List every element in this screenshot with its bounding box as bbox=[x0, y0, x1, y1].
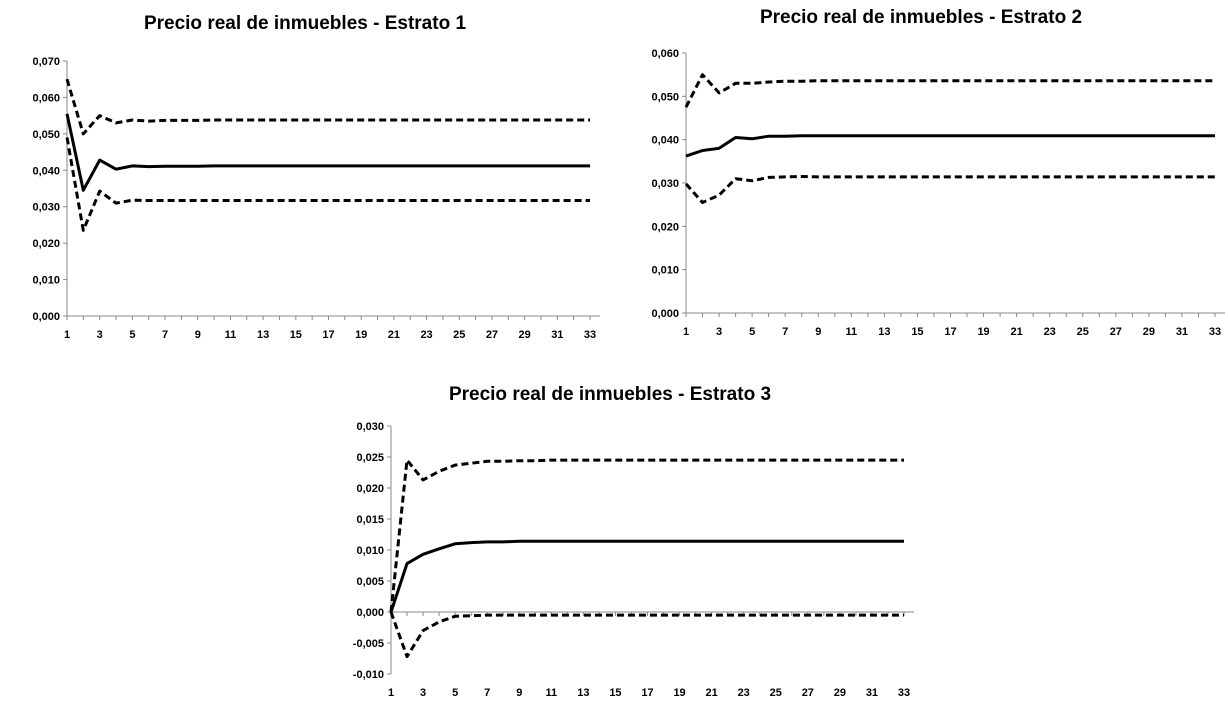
chart-title: Precio real de inmuebles - Estrato 2 bbox=[759, 7, 1083, 28]
x-tick-label: 17 bbox=[641, 687, 653, 699]
y-tick-label: 0,060 bbox=[32, 92, 60, 104]
x-tick-label: 29 bbox=[834, 687, 846, 699]
y-tick-label: 0,020 bbox=[651, 221, 679, 233]
x-tick-label: 5 bbox=[129, 329, 135, 341]
x-tick-label: 9 bbox=[195, 329, 201, 341]
x-tick-label: 5 bbox=[452, 687, 458, 699]
x-tick-label: 7 bbox=[162, 329, 168, 341]
chart-panel-estrato-3: Precio real de inmuebles - Estrato 3 -0,… bbox=[300, 360, 920, 709]
x-tick-label: 21 bbox=[1011, 326, 1023, 338]
chart-panel-estrato-2: Precio real de inmuebles - Estrato 2 0,0… bbox=[614, 0, 1228, 360]
series-line-band-1 bbox=[684, 73, 1215, 108]
x-tick-label: 5 bbox=[749, 326, 755, 338]
series-line-central bbox=[389, 539, 904, 613]
x-tick-label: 29 bbox=[519, 329, 531, 341]
x-tick-label: 1 bbox=[683, 326, 689, 338]
x-tick-label: 7 bbox=[484, 687, 490, 699]
chart-title: Precio real de inmuebles - Estrato 1 bbox=[143, 13, 467, 34]
y-tick-label: 0,030 bbox=[32, 202, 60, 214]
x-tick-label: 9 bbox=[516, 687, 522, 699]
x-tick-label: 19 bbox=[977, 326, 989, 338]
x-tick-label: 31 bbox=[551, 329, 563, 341]
x-tick-label: 11 bbox=[845, 326, 857, 338]
series-line-band-1 bbox=[389, 458, 904, 613]
y-tick-label: 0,020 bbox=[32, 238, 60, 250]
series-line-band-2 bbox=[65, 137, 590, 232]
x-tick-label: 17 bbox=[322, 329, 334, 341]
x-tick-label: 21 bbox=[388, 329, 400, 341]
series-line-central bbox=[685, 134, 1215, 158]
y-tick-label: 0,050 bbox=[651, 91, 679, 103]
series-line-band-2 bbox=[389, 611, 904, 659]
y-tick-label: 0,000 bbox=[32, 311, 60, 323]
x-tick-label: 23 bbox=[1044, 326, 1056, 338]
y-tick-label: 0,050 bbox=[32, 129, 60, 141]
y-tick-label: 0,005 bbox=[356, 576, 384, 588]
x-tick-label: 11 bbox=[225, 329, 237, 341]
x-tick-label: 23 bbox=[738, 687, 750, 699]
x-tick-label: 9 bbox=[815, 326, 821, 338]
x-tick-label: 1 bbox=[64, 329, 70, 341]
x-tick-label: 23 bbox=[420, 329, 432, 341]
x-tick-label: 17 bbox=[944, 326, 956, 338]
y-tick-label: 0,030 bbox=[356, 421, 384, 433]
chart-title: Precio real de inmuebles - Estrato 3 bbox=[448, 384, 772, 405]
x-tick-label: 3 bbox=[97, 329, 103, 341]
y-tick-label: 0,010 bbox=[356, 545, 384, 557]
y-tick-label: 0,000 bbox=[356, 607, 384, 619]
x-tick-label: 31 bbox=[866, 687, 878, 699]
x-tick-label: 33 bbox=[898, 687, 910, 699]
x-tick-label: 3 bbox=[716, 326, 722, 338]
x-tick-label: 31 bbox=[1176, 326, 1188, 338]
y-tick-label: -0,010 bbox=[353, 669, 384, 681]
y-tick-label: 0,040 bbox=[651, 135, 679, 147]
y-tick-label: 0,060 bbox=[651, 48, 679, 60]
x-tick-label: 19 bbox=[673, 687, 685, 699]
x-tick-label: 15 bbox=[609, 687, 621, 699]
x-tick-label: 13 bbox=[577, 687, 589, 699]
y-tick-label: 0,040 bbox=[32, 165, 60, 177]
x-tick-label: 3 bbox=[420, 687, 426, 699]
y-tick-label: 0,000 bbox=[651, 308, 679, 320]
x-tick-label: 25 bbox=[770, 687, 782, 699]
x-tick-label: 29 bbox=[1143, 326, 1155, 338]
y-tick-label: 0,015 bbox=[356, 514, 384, 526]
series-line-central bbox=[65, 113, 590, 192]
y-tick-label: 0,025 bbox=[356, 452, 384, 464]
y-tick-label: 0,010 bbox=[32, 275, 60, 287]
x-tick-label: 27 bbox=[486, 329, 498, 341]
x-tick-label: 15 bbox=[911, 326, 923, 338]
x-tick-label: 7 bbox=[782, 326, 788, 338]
x-tick-label: 27 bbox=[1110, 326, 1122, 338]
x-tick-label: 25 bbox=[1077, 326, 1089, 338]
x-tick-label: 25 bbox=[453, 329, 465, 341]
x-tick-label: 33 bbox=[1209, 326, 1221, 338]
y-tick-label: 0,020 bbox=[356, 483, 384, 495]
series-line-band-2 bbox=[684, 175, 1215, 204]
chart-svg: 0,000 0,010 0,020 0,030 0,040 0,050 0,060 0,070… bbox=[32, 56, 600, 341]
y-tick-label: 0,070 bbox=[32, 56, 60, 68]
chart-panel-estrato-1: Precio real de inmuebles - Estrato 1 0,0… bbox=[0, 0, 610, 360]
x-tick-label: 21 bbox=[706, 687, 718, 699]
x-tick-label: 13 bbox=[878, 326, 890, 338]
y-tick-label: -0,005 bbox=[353, 638, 384, 650]
x-tick-label: 11 bbox=[545, 687, 557, 699]
x-tick-label: 1 bbox=[388, 687, 394, 699]
x-tick-label: 33 bbox=[584, 329, 596, 341]
x-tick-label: 13 bbox=[257, 329, 269, 341]
y-tick-label: 0,030 bbox=[651, 178, 679, 190]
x-tick-label: 27 bbox=[802, 687, 814, 699]
chart-svg: -0,010 -0,005 0,000 0,005 0,010 0,015 0,020 0,0… bbox=[353, 421, 914, 699]
series-line-band-1 bbox=[65, 78, 590, 136]
x-tick-label: 19 bbox=[355, 329, 367, 341]
x-tick-label: 15 bbox=[290, 329, 302, 341]
y-tick-label: 0,010 bbox=[651, 265, 679, 277]
